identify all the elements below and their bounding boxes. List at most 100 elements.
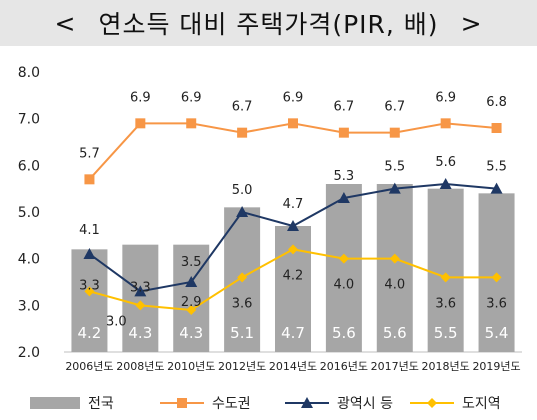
y-tick-label: 2.0 — [18, 345, 40, 361]
marker-diamond — [389, 253, 400, 264]
line-value-label: 3.5 — [181, 255, 202, 270]
marker-square — [440, 118, 451, 129]
line-value-label: 5.5 — [384, 160, 405, 175]
line-value-label: 6.9 — [435, 90, 456, 105]
marker-diamond — [84, 286, 95, 297]
bar-national — [173, 244, 210, 352]
line-value-label: 4.2 — [283, 268, 304, 283]
line-value-label: 3.3 — [130, 280, 151, 295]
bar-national — [325, 184, 362, 352]
x-tick-label: 2017년도 — [371, 360, 419, 373]
bars-national: 4.2 4.3 4.3 5.1 4.7 5.6 5.6 5.5 5.4 — [71, 184, 515, 352]
marker-diamond — [338, 253, 349, 264]
line-value-label: 5.3 — [334, 169, 355, 184]
legend-label: 광역시 등 — [337, 396, 393, 412]
chart-title: 연소득 대비 주택가격(PIR, 배) — [98, 10, 439, 39]
bar-value-label: 4.2 — [78, 324, 102, 342]
x-tick-label: 2008년도 — [116, 360, 164, 373]
line-series: 5.7 6.9 6.9 6.7 6.9 6.7 6.7 6.9 6.8 4.1 3.3 3.5 5.0 4… — [79, 90, 507, 329]
legend: 전국 수도권 광역시 등 도지역 — [30, 396, 501, 412]
x-axis: 2006년도 2008년도 2010년도 2012년도 2014년도 2016년도 2017… — [65, 360, 520, 373]
x-tick-label: 2012년도 — [218, 360, 266, 373]
marker-square — [237, 127, 248, 138]
y-tick-label: 4.0 — [18, 252, 40, 268]
line-value-label: 6.7 — [232, 100, 253, 115]
bar-value-label: 5.4 — [485, 324, 509, 342]
marker-diamond — [186, 305, 197, 315]
line-value-label: 6.8 — [486, 95, 507, 110]
marker-triangle — [439, 178, 452, 189]
bar-value-label: 4.3 — [128, 324, 152, 342]
bar-value-label: 5.5 — [434, 324, 458, 342]
legend-marker-square — [177, 398, 187, 408]
legend-label: 도지역 — [462, 396, 501, 412]
bar-value-label: 5.6 — [383, 324, 407, 342]
line-value-label: 4.7 — [283, 197, 304, 212]
line-value-label: 5.0 — [232, 183, 253, 198]
line-value-label: 3.0 — [106, 314, 127, 329]
x-tick-label: 2019년도 — [472, 360, 520, 373]
bar-value-label: 4.3 — [179, 324, 203, 342]
marker-square — [135, 118, 146, 129]
line-value-label: 4.1 — [79, 223, 100, 238]
marker-square — [389, 127, 400, 138]
marker-diamond — [288, 244, 298, 255]
marker-triangle — [83, 248, 96, 259]
y-tick-label: 6.0 — [18, 158, 40, 174]
marker-triangle — [134, 285, 147, 297]
marker-square — [84, 174, 95, 185]
marker-diamond — [440, 272, 451, 283]
x-tick-label: 2018년도 — [422, 360, 470, 373]
bar-national — [71, 249, 108, 352]
line-value-label: 5.6 — [435, 155, 456, 170]
line-value-label: 6.9 — [283, 90, 304, 105]
bar-value-label: 4.7 — [281, 324, 305, 342]
left-arrow-icon[interactable]: < — [54, 8, 77, 38]
line-value-label: 4.0 — [334, 278, 355, 293]
line-value-label: 3.6 — [232, 296, 253, 311]
legend-marker-diamond — [427, 398, 437, 408]
legend-label: 전국 — [88, 396, 114, 412]
marker-diamond — [237, 272, 248, 283]
x-tick-label: 2016년도 — [320, 360, 368, 373]
series-line — [88, 122, 497, 181]
x-tick-label: 2010년도 — [167, 360, 215, 373]
right-arrow-icon[interactable]: > — [460, 8, 483, 38]
legend-swatch-bar — [30, 397, 80, 409]
line-value-label: 6.9 — [130, 90, 151, 105]
marker-triangle — [337, 192, 350, 203]
legend-label: 수도권 — [212, 396, 251, 412]
legend-marker-triangle — [301, 397, 313, 408]
marker-diamond — [491, 272, 502, 283]
marker-triangle — [236, 206, 249, 217]
bar-value-label: 5.1 — [230, 324, 254, 342]
marker-triangle — [490, 182, 503, 194]
bar-value-label: 5.6 — [332, 324, 356, 342]
marker-square — [288, 118, 298, 129]
line-value-label: 6.7 — [384, 100, 405, 115]
bar-national — [427, 188, 464, 352]
marker-square — [491, 123, 502, 133]
marker-triangle — [185, 276, 198, 287]
x-tick-label: 2014년도 — [269, 360, 317, 373]
line-value-label: 4.0 — [384, 278, 405, 293]
x-tick-label: 2006년도 — [65, 360, 113, 373]
y-tick-label: 3.0 — [18, 298, 40, 314]
line-value-label: 3.6 — [486, 296, 507, 311]
line-value-label: 3.6 — [435, 296, 456, 311]
line-value-label: 6.9 — [181, 90, 202, 105]
y-tick-label: 5.0 — [18, 205, 40, 221]
line-value-label: 3.3 — [79, 278, 100, 293]
marker-square — [186, 118, 197, 129]
y-tick-label: 7.0 — [18, 112, 40, 128]
line-value-label: 5.7 — [79, 146, 100, 161]
marker-triangle — [388, 182, 401, 194]
marker-diamond — [135, 300, 146, 311]
chart-title-bar: < 연소득 대비 주택가격(PIR, 배) > — [0, 0, 537, 46]
marker-square — [338, 127, 349, 138]
pir-chart: 2.0 3.0 4.0 5.0 6.0 7.0 8.0 4.2 4.3 4.3 5.1 4.7 5.6… — [18, 65, 522, 412]
line-value-label: 2.9 — [181, 295, 202, 310]
marker-triangle — [287, 220, 299, 231]
line-value-label: 5.5 — [486, 160, 507, 175]
line-value-label: 6.7 — [334, 100, 355, 115]
